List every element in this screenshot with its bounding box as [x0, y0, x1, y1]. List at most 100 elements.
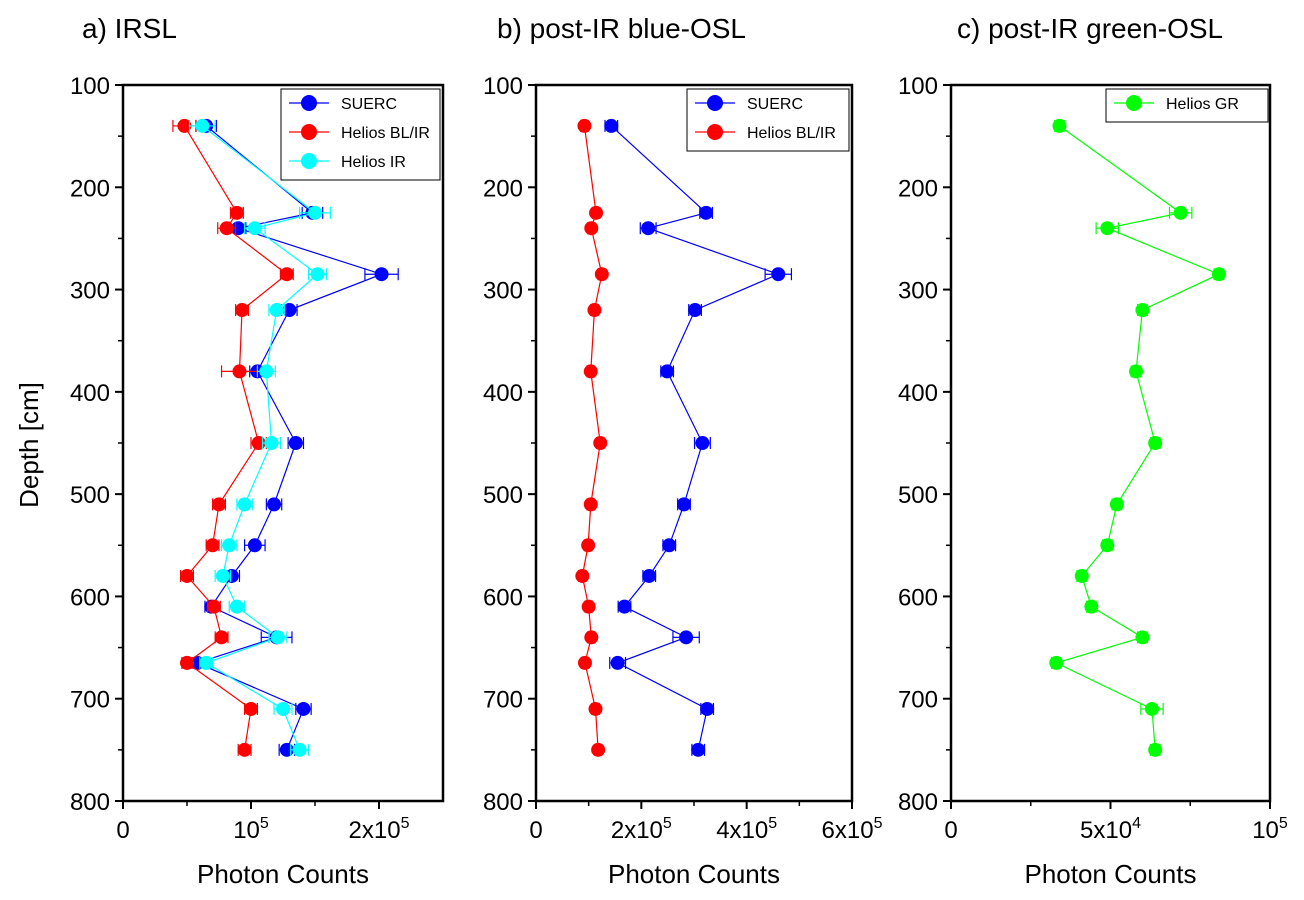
data-point [583, 497, 598, 512]
data-point [584, 630, 599, 645]
legend-marker [1126, 95, 1142, 111]
data-point [1109, 497, 1124, 512]
data-point [235, 303, 250, 318]
legend-marker [301, 153, 317, 169]
x-tick-label: 105 [1252, 815, 1288, 844]
data-point [206, 599, 221, 614]
series-line [1054, 125, 1221, 750]
panel-title: a) IRSL [82, 13, 177, 44]
plot-frame [949, 83, 1272, 803]
data-point [1144, 701, 1159, 716]
data-point [593, 436, 608, 450]
data-point [587, 303, 602, 318]
data-point [660, 364, 675, 379]
x-axis-label: Photon Counts [608, 859, 780, 889]
data-point [577, 655, 592, 670]
y-tick-label: 500 [898, 482, 938, 509]
data-point [617, 599, 632, 614]
data-point [279, 267, 294, 282]
legend: Helios GR [1105, 88, 1269, 123]
data-point [1129, 364, 1144, 379]
data-point [1135, 303, 1150, 318]
y-tick-label: 100 [70, 73, 110, 100]
y-tick-label: 600 [70, 584, 110, 611]
data-point [695, 436, 710, 450]
data-point [700, 701, 715, 716]
y-tick-label: 500 [70, 482, 110, 509]
x-tick-label: 0 [529, 817, 542, 844]
data-point [180, 568, 194, 583]
data-point [267, 497, 282, 512]
y-tick-label: 700 [483, 687, 523, 714]
data-point [229, 205, 244, 220]
y-tick-label: 400 [483, 380, 523, 407]
x-axis-label: Photon Counts [197, 859, 369, 889]
y-tick-label: 800 [70, 789, 110, 816]
data-point [1049, 655, 1064, 670]
legend-label: SUERC [747, 96, 803, 113]
data-point [270, 630, 285, 645]
y-tick-label: 300 [70, 278, 110, 305]
data-point [177, 118, 192, 133]
legend: SUERC Helios BL/IR [686, 88, 850, 152]
data-point [231, 221, 246, 236]
data-point [589, 205, 604, 220]
data-point [215, 568, 230, 583]
y-tick-label: 500 [483, 482, 523, 509]
data-point [1148, 742, 1163, 757]
legend-marker [301, 124, 317, 140]
data-point [771, 267, 786, 282]
x-tick-label: 2x105 [611, 815, 672, 844]
data-point [308, 205, 322, 220]
data-point [214, 630, 229, 645]
data-point [594, 267, 609, 282]
data-point [292, 742, 307, 757]
x-tick-label: 0 [116, 817, 129, 844]
data-point [205, 538, 220, 553]
y-tick-label: 400 [70, 380, 110, 407]
data-point [288, 436, 303, 450]
panel-title: b) post-IR blue-OSL [497, 13, 746, 44]
legend-marker [301, 95, 317, 111]
y-tick-label: 800 [483, 789, 523, 816]
y-tick-label: 400 [898, 380, 938, 407]
y-tick-label: 100 [483, 73, 523, 100]
y-tick-label: 600 [483, 584, 523, 611]
data-point [229, 599, 244, 614]
data-point [688, 303, 703, 318]
legend-label: Helios BL/IR [341, 125, 430, 142]
y-tick-label: 200 [898, 175, 938, 202]
data-point [691, 742, 706, 757]
legend-label: Helios BL/IR [747, 125, 836, 142]
y-tick-label: 300 [483, 278, 523, 305]
data-point [676, 497, 691, 512]
data-point [679, 630, 694, 645]
data-point [180, 655, 194, 670]
series-1 [604, 118, 793, 757]
legend-label: Helios IR [341, 154, 406, 171]
data-point [1074, 568, 1089, 583]
x-tick-label: 5x104 [1080, 815, 1141, 844]
plot-frame [121, 83, 445, 803]
y-tick-label: 800 [898, 789, 938, 816]
legend-marker [707, 124, 723, 140]
data-point [374, 267, 389, 282]
y-tick-label: 200 [483, 175, 523, 202]
data-point [259, 364, 274, 379]
data-point [699, 205, 714, 220]
data-point [237, 497, 252, 512]
data-point [247, 538, 262, 553]
data-point [1211, 267, 1226, 282]
data-point [276, 701, 290, 716]
panel-title: c) post-IR green-OSL [957, 13, 1223, 44]
data-point [282, 303, 297, 318]
data-point [212, 497, 226, 512]
data-point [1100, 221, 1115, 236]
legend-label: Helios GR [1166, 96, 1239, 113]
y-tick-label: 600 [898, 584, 938, 611]
data-point [310, 267, 325, 282]
y-tick-label: 700 [898, 687, 938, 714]
data-point [641, 221, 656, 236]
